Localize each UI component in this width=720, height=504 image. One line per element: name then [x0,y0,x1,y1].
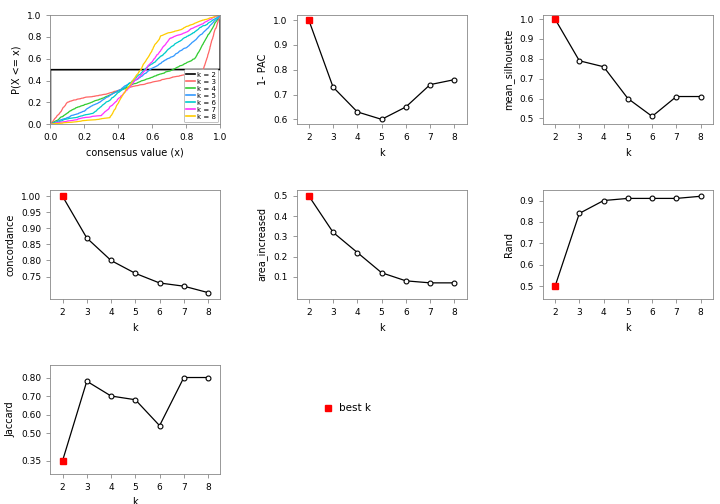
Y-axis label: P(X <= x): P(X <= x) [12,45,22,94]
X-axis label: k: k [379,148,384,158]
X-axis label: consensus value (x): consensus value (x) [86,148,184,158]
X-axis label: k: k [379,323,384,333]
Y-axis label: Jaccard: Jaccard [6,401,16,437]
Y-axis label: area_increased: area_increased [257,208,268,281]
Legend: best k: best k [319,399,375,417]
Y-axis label: concordance: concordance [6,213,16,276]
Y-axis label: Rand: Rand [504,232,514,257]
Y-axis label: mean_silhouette: mean_silhouette [503,29,514,110]
X-axis label: k: k [132,323,138,333]
X-axis label: k: k [625,148,631,158]
Legend: k = 2, k = 3, k = 4, k = 5, k = 6, k = 7, k = 8: k = 2, k = 3, k = 4, k = 5, k = 6, k = 7… [184,69,218,122]
X-axis label: k: k [132,497,138,504]
Y-axis label: 1- PAC: 1- PAC [258,54,268,85]
X-axis label: k: k [625,323,631,333]
